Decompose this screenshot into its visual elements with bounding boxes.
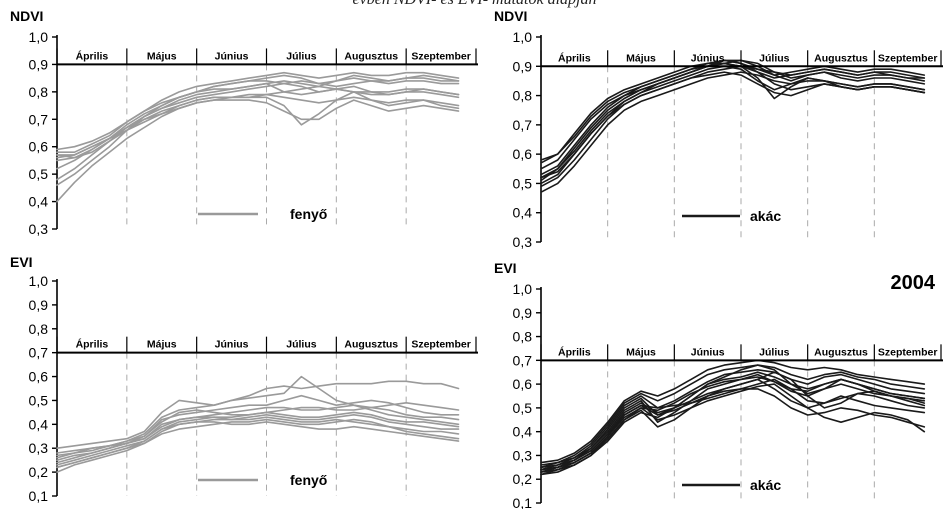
series-line bbox=[56, 85, 460, 203]
y-tick-label: 0,3 bbox=[29, 221, 49, 237]
y-tick-label: 0,6 bbox=[513, 146, 533, 162]
month-label: Szeptember bbox=[878, 346, 938, 358]
series-line bbox=[56, 91, 460, 159]
month-label: Június bbox=[215, 50, 249, 62]
y-tick-label: 0,8 bbox=[29, 321, 49, 337]
y-tick-label: 0,7 bbox=[513, 117, 533, 133]
y-tick-label: 0,2 bbox=[513, 471, 533, 487]
series-line bbox=[540, 364, 926, 466]
series-line bbox=[540, 71, 926, 188]
y-tick-label: 0,3 bbox=[29, 440, 49, 456]
legend-label: fenyő bbox=[290, 472, 327, 488]
series-line bbox=[56, 99, 460, 162]
month-label: Szeptember bbox=[878, 52, 938, 64]
legend-label: akác bbox=[750, 208, 781, 224]
legend-label: akác bbox=[750, 477, 781, 493]
year-label: 2004 bbox=[891, 272, 936, 294]
y-tick-label: 0,8 bbox=[513, 88, 533, 104]
y-tick-label: 0,2 bbox=[29, 464, 49, 480]
series-line bbox=[540, 376, 926, 473]
series-line bbox=[540, 65, 926, 179]
month-label: Augusztus bbox=[814, 346, 868, 358]
y-tick-label: 0,4 bbox=[29, 194, 49, 210]
y-tick-label: 0,5 bbox=[29, 392, 49, 408]
month-label: Július bbox=[286, 50, 317, 62]
month-label: Augusztus bbox=[814, 52, 868, 64]
series-line bbox=[56, 406, 460, 457]
month-label: Április bbox=[76, 338, 109, 351]
y-tick-label: 0,6 bbox=[29, 369, 49, 385]
series-line bbox=[540, 59, 926, 161]
month-label: Augusztus bbox=[344, 339, 398, 351]
y-tick-label: 0,9 bbox=[513, 58, 533, 74]
y-tick-label: 0,5 bbox=[29, 166, 49, 182]
series-line bbox=[56, 421, 460, 469]
y-tick-label: 0,8 bbox=[29, 84, 49, 100]
y-tick-label: 0,6 bbox=[29, 139, 49, 155]
y-tick-label: 0,8 bbox=[513, 329, 533, 345]
month-label: Augusztus bbox=[344, 50, 398, 62]
y-tick-label: 0,5 bbox=[513, 400, 533, 416]
series-line bbox=[540, 59, 926, 179]
y-tick-label: 0,4 bbox=[29, 416, 49, 432]
y-tick-label: 0,7 bbox=[513, 352, 533, 368]
y-tick-label: 0,9 bbox=[29, 56, 49, 72]
month-label: Április bbox=[76, 49, 109, 62]
month-label: Július bbox=[759, 346, 790, 358]
month-label: Szeptember bbox=[411, 50, 471, 62]
month-label: Május bbox=[147, 50, 177, 62]
series-line bbox=[540, 383, 926, 473]
y-axis-label: EVI bbox=[494, 260, 517, 276]
series-line bbox=[540, 388, 926, 473]
y-tick-label: 1,0 bbox=[513, 281, 533, 297]
y-tick-label: 0,1 bbox=[29, 488, 49, 504]
y-tick-label: 0,4 bbox=[513, 424, 533, 440]
y-tick-label: 0,3 bbox=[513, 447, 533, 463]
series-line bbox=[540, 62, 926, 164]
series-line bbox=[540, 71, 926, 193]
series-line bbox=[540, 359, 926, 464]
y-tick-label: 1,0 bbox=[513, 29, 533, 45]
series-line bbox=[56, 380, 460, 449]
month-label: Április bbox=[558, 345, 591, 358]
y-tick-label: 0,7 bbox=[29, 345, 49, 361]
month-label: Július bbox=[286, 339, 317, 351]
y-tick-label: 0,4 bbox=[513, 205, 533, 221]
month-label: Július bbox=[759, 52, 790, 64]
series-line bbox=[56, 80, 460, 170]
y-axis-label: NDVI bbox=[10, 8, 43, 24]
month-label: Május bbox=[147, 339, 177, 351]
y-axis-label: NDVI bbox=[494, 8, 527, 24]
y-tick-label: 1,0 bbox=[29, 273, 49, 289]
month-label: Szeptember bbox=[411, 339, 471, 351]
y-tick-label: 0,3 bbox=[513, 234, 533, 250]
y-axis-label: EVI bbox=[10, 254, 33, 270]
series-line bbox=[540, 373, 926, 471]
y-tick-label: 0,5 bbox=[513, 175, 533, 191]
y-tick-label: 1,0 bbox=[29, 29, 49, 45]
month-label: Június bbox=[691, 346, 725, 358]
series-line bbox=[540, 369, 926, 469]
month-label: Június bbox=[215, 339, 249, 351]
y-tick-label: 0,9 bbox=[513, 305, 533, 321]
month-label: Április bbox=[558, 51, 591, 64]
month-label: Június bbox=[691, 52, 725, 64]
month-label: Május bbox=[626, 52, 656, 64]
page-title: évben NDVI- és EVI- mutatók alapján bbox=[0, 0, 949, 9]
y-tick-label: 0,6 bbox=[513, 376, 533, 392]
series-line bbox=[56, 375, 460, 454]
month-label: Május bbox=[626, 346, 656, 358]
y-tick-label: 0,1 bbox=[513, 495, 533, 509]
y-tick-label: 0,9 bbox=[29, 297, 49, 313]
series-line bbox=[540, 59, 926, 176]
legend-label: fenyő bbox=[290, 206, 327, 222]
series-line bbox=[540, 378, 926, 471]
y-tick-label: 0,7 bbox=[29, 111, 49, 127]
series-line bbox=[56, 416, 460, 461]
